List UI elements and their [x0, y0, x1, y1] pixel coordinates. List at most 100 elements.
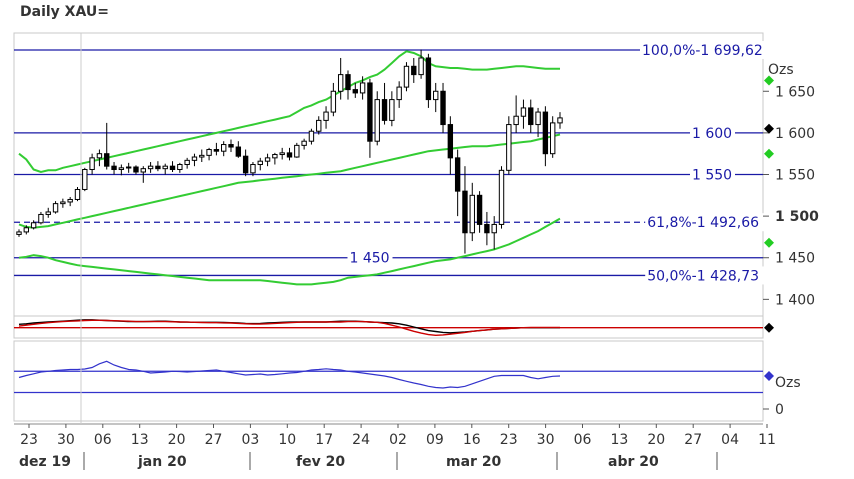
- indicator2-line: [18, 360, 561, 389]
- level-label-bg: [645, 213, 764, 232]
- x-tick-label: 13: [610, 432, 628, 448]
- y-tick-label: 1 500: [775, 209, 819, 225]
- candle-body: [45, 211, 51, 215]
- candle-body: [389, 99, 395, 121]
- x-axis: 23 30 06 13 20 27 03 10 17 24 02 09 16 23 30 06 13 20 27 04…: [19, 33, 776, 470]
- month-label: dez 19: [19, 454, 71, 470]
- candle-body: [498, 169, 505, 225]
- candle-body: [520, 107, 527, 117]
- candle-body: [257, 160, 263, 166]
- x-tick-label: 27: [684, 432, 702, 448]
- candle-body: [476, 194, 483, 225]
- candle-body: [535, 111, 541, 126]
- candle-body: [184, 159, 190, 166]
- level-label: 1 600: [692, 126, 732, 142]
- month-label: mar 20: [446, 454, 502, 470]
- candle-body: [74, 188, 81, 200]
- x-tick-label: 23: [20, 432, 38, 448]
- candle-body: [323, 111, 329, 121]
- month-label: fev 20: [296, 454, 345, 470]
- candle-body: [264, 157, 271, 162]
- candle-body: [228, 144, 234, 148]
- candle-body: [82, 169, 88, 190]
- candle-body: [162, 165, 168, 170]
- candle-body: [374, 99, 380, 142]
- candle-body: [294, 144, 300, 158]
- candle-body: [433, 90, 439, 101]
- candle-body: [118, 167, 125, 171]
- candle-body: [16, 231, 22, 235]
- x-tick-label: 27: [205, 432, 223, 448]
- candle-body: [411, 65, 417, 76]
- candle-body: [330, 90, 337, 113]
- candle-body: [67, 198, 73, 203]
- candle-body: [381, 99, 388, 121]
- candle-body: [272, 154, 278, 159]
- candle-body: [125, 166, 132, 169]
- candle-body: [491, 223, 497, 234]
- candle-body: [250, 164, 256, 174]
- candlestick-series: [16, 49, 563, 254]
- candle-body: [60, 201, 66, 205]
- x-tick-label: 04: [721, 432, 739, 448]
- candle-body: [52, 203, 59, 213]
- bollinger-bands: [18, 50, 561, 286]
- candle-body: [169, 165, 176, 171]
- price-marker: [764, 237, 774, 248]
- candle-body: [513, 115, 519, 126]
- candle-body: [89, 157, 95, 171]
- candle-body: [279, 152, 285, 156]
- candle-body: [235, 146, 242, 157]
- x-tick-label: 17: [315, 432, 333, 448]
- candle-body: [396, 86, 402, 101]
- candle-body: [440, 90, 446, 126]
- x-tick-label: 02: [389, 432, 407, 448]
- candle-body: [484, 223, 490, 234]
- candle-body: [206, 149, 212, 156]
- middle-band-line: [18, 133, 561, 229]
- candle-body: [30, 222, 37, 229]
- candle-body: [104, 153, 110, 167]
- candle-body: [345, 74, 351, 91]
- indicator2-panel-frame: [13, 340, 764, 422]
- level-label: 1 450: [350, 251, 390, 267]
- candle-body: [23, 227, 30, 233]
- candle-body: [528, 107, 534, 126]
- horizontal-levels: 100,0%-1 699,62 1 600 1 550 61,8%-1 492,66 1…: [14, 40, 767, 285]
- candle-body: [199, 154, 205, 158]
- indicator-1: [14, 319, 774, 337]
- candle-body: [191, 156, 198, 161]
- month-label: jan 20: [137, 454, 187, 470]
- lower-band-line: [18, 217, 561, 286]
- candle-body: [359, 82, 366, 94]
- x-tick-label: 20: [647, 432, 665, 448]
- candle-body: [469, 194, 475, 234]
- candle-body: [337, 74, 344, 92]
- level-label: 100,0%-1 699,62: [642, 43, 763, 59]
- candle-body: [308, 130, 315, 142]
- x-tick-label: 20: [168, 432, 186, 448]
- indicator2-marker: [764, 371, 774, 381]
- candle-body: [506, 124, 512, 171]
- candle-body: [221, 144, 227, 152]
- candle-body: [542, 111, 549, 155]
- candle-body: [557, 117, 563, 124]
- level-label: 1 550: [692, 168, 732, 184]
- y-tick-label: 1 550: [775, 168, 815, 184]
- candle-body: [462, 190, 468, 234]
- candle-body: [140, 168, 146, 173]
- candle-body: [549, 122, 556, 155]
- indicator2-unit-label: Ozs: [775, 375, 801, 391]
- x-tick-label: 24: [352, 432, 370, 448]
- candle-body: [96, 153, 103, 159]
- level-label: 61,8%-1 492,66: [647, 215, 759, 231]
- candle-body: [447, 124, 454, 159]
- y-axis: Ozs 1 650 1 600 1 550 1 500 1 450 1 400: [763, 62, 819, 308]
- level-label-bg: [690, 165, 735, 184]
- x-tick-label: 30: [537, 432, 555, 448]
- indicator-2: Ozs 0: [14, 360, 801, 418]
- candle-body: [38, 213, 44, 224]
- candle-body: [286, 152, 293, 158]
- level-label-bg: [347, 248, 393, 267]
- candle-body: [403, 65, 410, 88]
